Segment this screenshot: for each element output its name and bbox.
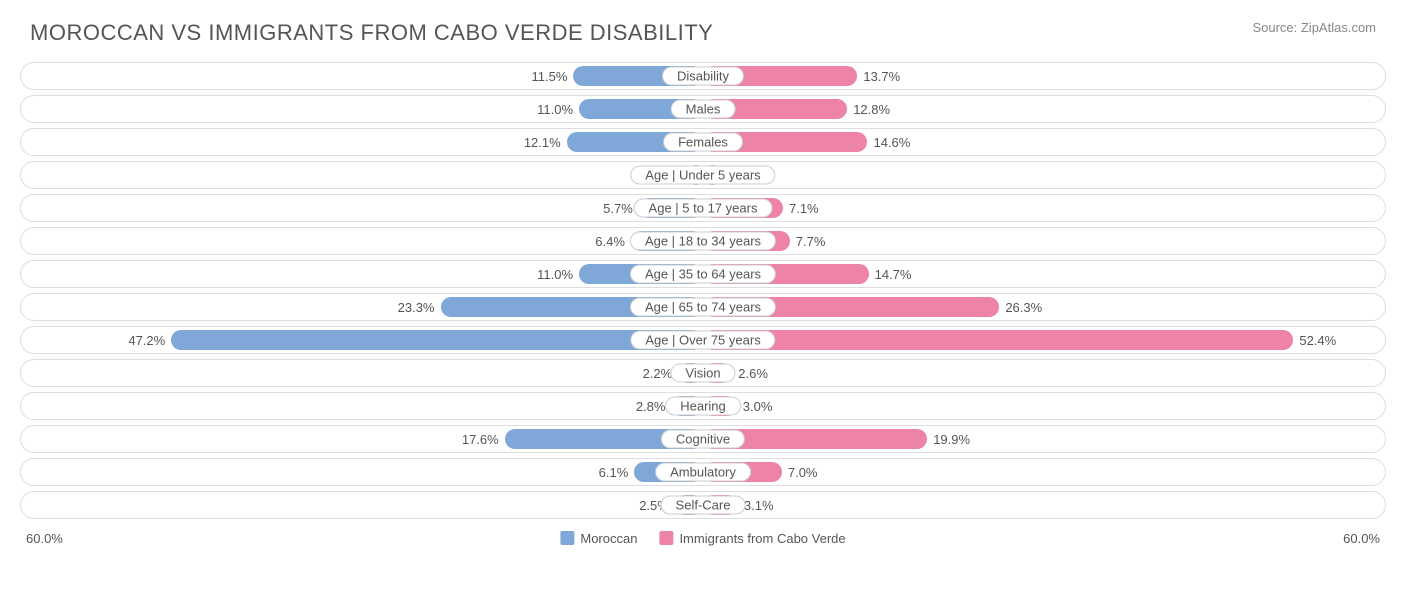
value-right: 2.6% (732, 363, 792, 383)
value-right: 14.6% (867, 132, 927, 152)
category-label: Age | 65 to 74 years (630, 298, 776, 317)
value-left: 11.0% (519, 99, 579, 119)
chart-row: 47.2% 52.4% Age | Over 75 years (20, 326, 1386, 354)
chart-row: 6.4% 7.7% Age | 18 to 34 years (20, 227, 1386, 255)
chart-row: 11.0% 14.7% Age | 35 to 64 years (20, 260, 1386, 288)
category-label: Males (671, 100, 736, 119)
bar-left (171, 330, 703, 350)
category-label: Hearing (665, 397, 741, 416)
chart-row: 12.1% 14.6% Females (20, 128, 1386, 156)
chart-row: 11.5% 13.7% Disability (20, 62, 1386, 90)
value-left: 23.3% (381, 297, 441, 317)
value-right: 3.0% (737, 396, 797, 416)
legend-item-left: Moroccan (560, 531, 637, 546)
category-label: Disability (662, 67, 744, 86)
axis-max-right: 60.0% (1343, 531, 1380, 546)
value-left: 6.4% (571, 231, 631, 251)
value-right: 52.4% (1293, 330, 1353, 350)
chart-row: 17.6% 19.9% Cognitive (20, 425, 1386, 453)
category-label: Age | Over 75 years (630, 331, 775, 350)
category-label: Cognitive (661, 430, 745, 449)
value-right: 19.9% (927, 429, 987, 449)
category-label: Age | 5 to 17 years (634, 199, 773, 218)
legend-swatch-left (560, 531, 574, 545)
category-label: Age | 18 to 34 years (630, 232, 776, 251)
legend-swatch-right (659, 531, 673, 545)
chart-row: 5.7% 7.1% Age | 5 to 17 years (20, 194, 1386, 222)
value-right: 14.7% (869, 264, 929, 284)
category-label: Self-Care (661, 496, 746, 515)
chart-row: 2.2% 2.6%Vision (20, 359, 1386, 387)
value-left: 5.7% (579, 198, 639, 218)
value-left: 6.1% (574, 462, 634, 482)
chart-row: 23.3% 26.3% Age | 65 to 74 years (20, 293, 1386, 321)
value-right: 7.0% (782, 462, 842, 482)
value-left: 11.0% (519, 264, 579, 284)
bar-right (703, 330, 1293, 350)
category-label: Age | Under 5 years (630, 166, 775, 185)
value-right: 7.7% (790, 231, 850, 251)
category-label: Age | 35 to 64 years (630, 265, 776, 284)
chart-row: 1.2%1.7%Age | Under 5 years (20, 161, 1386, 189)
chart-title: MOROCCAN VS IMMIGRANTS FROM CABO VERDE D… (30, 20, 713, 46)
axis-max-left: 60.0% (26, 531, 63, 546)
legend: Moroccan Immigrants from Cabo Verde (560, 531, 845, 546)
chart-source: Source: ZipAtlas.com (1252, 20, 1376, 35)
value-right: 7.1% (783, 198, 843, 218)
value-left: 11.5% (513, 66, 573, 86)
value-left: 17.6% (445, 429, 505, 449)
chart-row: 6.1% 7.0% Ambulatory (20, 458, 1386, 486)
chart-row: 2.5%3.1%Self-Care (20, 491, 1386, 519)
value-right: 12.8% (847, 99, 907, 119)
value-left: 2.8% (611, 396, 671, 416)
value-right: 13.7% (857, 66, 917, 86)
category-label: Ambulatory (655, 463, 751, 482)
value-left: 12.1% (507, 132, 567, 152)
value-left: 47.2% (111, 330, 171, 350)
chart-row: 2.8% 3.0%Hearing (20, 392, 1386, 420)
legend-label-left: Moroccan (580, 531, 637, 546)
chart-row: 11.0% 12.8% Males (20, 95, 1386, 123)
legend-label-right: Immigrants from Cabo Verde (679, 531, 845, 546)
value-right: 26.3% (999, 297, 1059, 317)
legend-item-right: Immigrants from Cabo Verde (659, 531, 845, 546)
category-label: Vision (670, 364, 735, 383)
chart-footer: 60.0% Moroccan Immigrants from Cabo Verd… (0, 524, 1406, 552)
value-right: 3.1% (738, 495, 798, 515)
header: MOROCCAN VS IMMIGRANTS FROM CABO VERDE D… (0, 0, 1406, 62)
value-left: 2.2% (618, 363, 678, 383)
chart-area: 11.5% 13.7% Disability 11.0% 12.8% Males 12.1%… (0, 62, 1406, 519)
category-label: Females (663, 133, 743, 152)
